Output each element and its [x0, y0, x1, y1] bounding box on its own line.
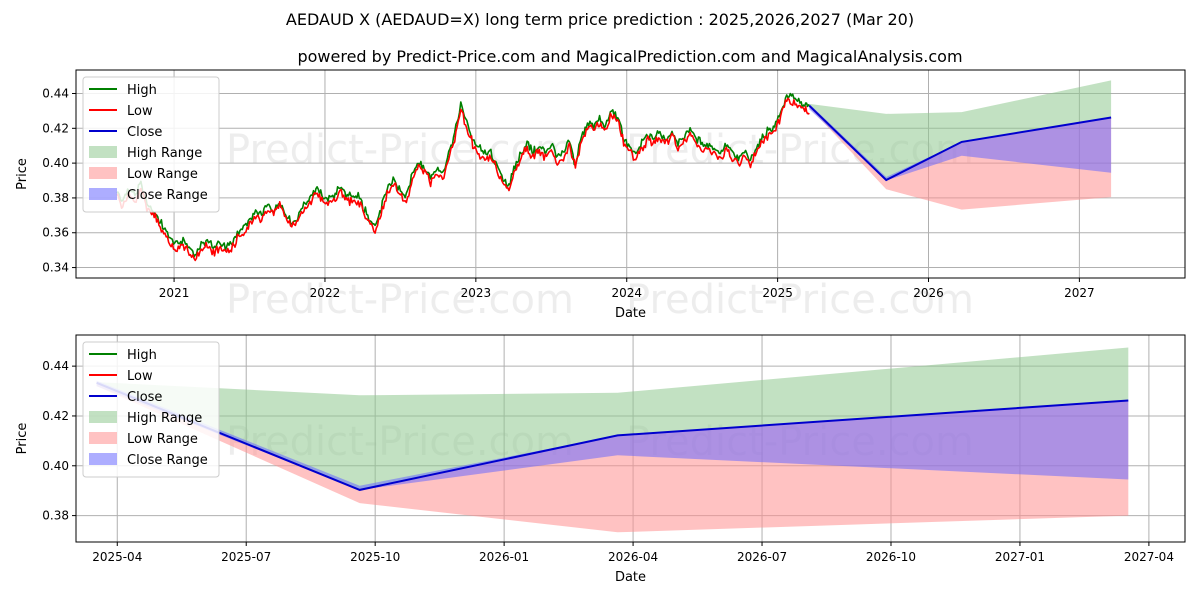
x-axis-label: Date: [615, 570, 646, 585]
low-series-line: [116, 97, 810, 262]
legend: High Low Close High Range Low Range Close Ran…: [82, 76, 220, 213]
legend-label: High: [127, 83, 157, 98]
legend-label: Low: [127, 369, 153, 384]
forecast-panel: Predict-Price.com Predict-Price.com 2025…: [15, 334, 1186, 585]
legend-label: High Range: [127, 146, 202, 161]
high-range-band: [809, 80, 1112, 180]
y-tick-label: 0.40: [42, 156, 69, 170]
high-range-band: [96, 347, 1129, 490]
legend-swatch: [89, 188, 117, 200]
legend-label: Low Range: [127, 167, 198, 182]
legend-label: High Range: [127, 411, 202, 426]
y-tick-label: 0.36: [42, 226, 69, 240]
long-term-panel: Predict-Price.com Predict-Price.com Pred…: [15, 69, 1186, 323]
y-tick-label: 0.38: [42, 191, 69, 205]
plot-frame: [75, 334, 1186, 543]
legend-label: Close: [127, 390, 162, 405]
x-tick-label: 2026-01: [479, 550, 529, 564]
plot-frame: [75, 69, 1186, 279]
x-tick-label: 2025-10: [350, 550, 400, 564]
legend-swatch: [89, 146, 117, 158]
legend-swatch: [89, 167, 117, 179]
watermark: Predict-Price.com: [626, 277, 974, 323]
watermark: Predict-Price.com: [226, 277, 574, 323]
x-tick-label: 2027-04: [1124, 550, 1174, 564]
close-series-line: [808, 104, 1112, 182]
y-tick-label: 0.44: [42, 86, 69, 100]
legend-label: Low Range: [127, 432, 198, 447]
y-tick-label: 0.34: [42, 261, 69, 275]
x-tick-label: 2027: [1064, 286, 1095, 300]
y-axis-label: Price: [15, 423, 30, 455]
x-tick-label: 2027-01: [995, 550, 1045, 564]
legend-label: Low: [127, 104, 153, 119]
close-series-line: [96, 381, 1129, 491]
chart-title: AEDAUD X (AEDAUD=X) long term price pred…: [286, 10, 914, 29]
y-tick-label: 0.42: [42, 121, 69, 135]
watermark: Predict-Price.com: [226, 127, 574, 173]
legend-swatch: [89, 453, 117, 465]
x-tick-label: 2026-07: [737, 550, 787, 564]
legend-label: Close: [127, 125, 162, 140]
x-tick-label: 2023: [461, 286, 492, 300]
x-tick-label: 2022: [310, 286, 341, 300]
legend-label: Close Range: [127, 188, 208, 203]
y-axis-label: Price: [15, 158, 30, 190]
close-range-band: [96, 380, 1129, 490]
x-tick-label: 2026-04: [608, 550, 658, 564]
legend: High Low Close High Range Low Range Close Ran…: [82, 341, 220, 478]
close-range-band: [809, 103, 1112, 181]
x-axis-label: Date: [615, 306, 646, 321]
y-tick-label: 0.38: [42, 509, 69, 523]
legend-swatch: [89, 432, 117, 444]
legend-label: Close Range: [127, 453, 208, 468]
x-tick-label: 2025: [762, 286, 793, 300]
y-tick-label: 0.42: [42, 409, 69, 423]
x-tick-label: 2026: [913, 286, 944, 300]
x-tick-label: 2021: [159, 286, 190, 300]
legend-swatch: [89, 411, 117, 423]
x-tick-label: 2024: [611, 286, 642, 300]
x-tick-label: 2026-10: [866, 550, 916, 564]
y-tick-label: 0.40: [42, 459, 69, 473]
x-tick-label: 2025-04: [92, 550, 142, 564]
x-tick-label: 2025-07: [221, 550, 271, 564]
y-tick-label: 0.44: [42, 359, 69, 373]
legend-label: High: [127, 348, 157, 363]
chart-subtitle: powered by Predict-Price.com and Magical…: [297, 47, 962, 66]
